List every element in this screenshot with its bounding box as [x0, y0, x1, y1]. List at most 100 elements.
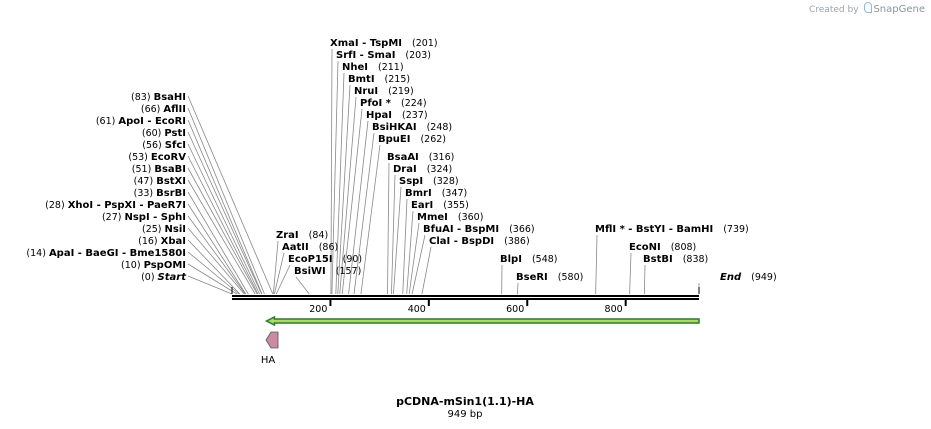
site-name[interactable]: SspI: [399, 176, 423, 187]
site-label[interactable]: HpaI (237): [366, 110, 428, 121]
site-name[interactable]: BsrBI: [156, 188, 186, 199]
site-name[interactable]: SrfI - SmaI: [336, 50, 395, 61]
site-label[interactable]: (51) BsaBI: [132, 164, 186, 175]
site-label[interactable]: BmtI (215): [348, 74, 410, 85]
site-name[interactable]: SfcI: [165, 140, 186, 151]
site-label[interactable]: AatII (86): [282, 242, 338, 253]
site-name[interactable]: EcoNI: [629, 242, 661, 253]
site-name[interactable]: NsiI: [165, 224, 186, 235]
site-label[interactable]: BlpI (548): [500, 254, 557, 265]
ha-feature-arrow[interactable]: [265, 331, 279, 349]
site-name[interactable]: BlpI: [500, 254, 522, 265]
site-label[interactable]: MflI * - BstYI - BamHI (739): [595, 224, 749, 235]
site-label[interactable]: (28) XhoI - PspXI - PaeR7I: [45, 200, 186, 211]
site-label[interactable]: (66) AflII: [141, 104, 186, 115]
site-label[interactable]: (33) BsrBI: [134, 188, 186, 199]
site-name[interactable]: PspOMI: [144, 260, 186, 271]
branding-name: SnapGene: [873, 4, 925, 15]
site-name[interactable]: ApoI - EcoRI: [118, 116, 186, 127]
site-connector: [187, 95, 274, 295]
site-name[interactable]: NspI - SphI: [124, 212, 186, 223]
site-label[interactable]: BfuAI - BspMI (366): [423, 224, 535, 235]
site-name[interactable]: NheI: [342, 62, 368, 73]
site-name[interactable]: XbaI: [161, 236, 186, 247]
site-position: (324): [427, 164, 453, 175]
site-name[interactable]: BmtI: [348, 74, 375, 85]
site-label[interactable]: NheI (211): [342, 62, 404, 73]
site-label[interactable]: (27) NspI - SphI: [102, 212, 186, 223]
site-name[interactable]: BstXI: [156, 176, 186, 187]
site-name[interactable]: MflI * - BstYI - BamHI: [595, 224, 713, 235]
site-label[interactable]: ZraI (84): [276, 230, 328, 241]
site-label[interactable]: (61) ApoI - EcoRI: [96, 116, 186, 127]
site-name[interactable]: XmaI - TspMI: [330, 38, 402, 49]
feature-ha[interactable]: HA: [261, 331, 279, 366]
site-label[interactable]: BsiWI (157): [294, 266, 361, 277]
site-name[interactable]: PfoI *: [360, 98, 392, 109]
site-name[interactable]: PstI: [164, 128, 186, 139]
site-name[interactable]: ZraI: [276, 230, 299, 241]
site-label[interactable]: ClaI - BspDI (386): [429, 236, 530, 247]
site-connector: [187, 239, 241, 295]
site-name[interactable]: NruI: [354, 86, 378, 97]
site-name[interactable]: EarI: [411, 200, 433, 211]
site-label[interactable]: PfoI * (224): [360, 98, 427, 109]
site-name[interactable]: BsaHI: [154, 92, 186, 103]
site-label[interactable]: (10) PspOMI: [121, 260, 186, 271]
site-label[interactable]: BstBI (838): [643, 254, 708, 265]
site-label[interactable]: (14) ApaI - BaeGI - Bme1580I: [26, 248, 186, 259]
site-position: (215): [385, 74, 411, 85]
site-name[interactable]: EcoP15I: [288, 254, 333, 265]
site-label[interactable]: (16) XbaI: [138, 236, 186, 247]
site-label[interactable]: MmeI (360): [417, 212, 483, 223]
site-name[interactable]: BstBI: [643, 254, 673, 265]
site-name[interactable]: BsaBI: [154, 164, 186, 175]
site-label[interactable]: EcoNI (808): [629, 242, 696, 253]
site-label[interactable]: (53) EcoRV: [128, 152, 186, 163]
site-name[interactable]: BsaAI: [387, 152, 419, 163]
site-label[interactable]: (56) SfcI: [142, 140, 186, 151]
site-label[interactable]: BpuEI (262): [378, 134, 446, 145]
orf-arrow-shape[interactable]: [264, 315, 700, 327]
site-name[interactable]: BseRI: [516, 272, 548, 283]
site-name[interactable]: End: [720, 272, 742, 283]
site-name[interactable]: BsiHKAI: [372, 122, 417, 133]
site-label[interactable]: (83) BsaHI: [131, 92, 186, 103]
site-label[interactable]: BmrI (347): [405, 188, 467, 199]
site-label[interactable]: (47) BstXI: [134, 176, 186, 187]
site-name[interactable]: XhoI - PspXI - PaeR7I: [68, 200, 186, 211]
site-name[interactable]: AatII: [282, 242, 309, 253]
site-name[interactable]: MmeI: [417, 212, 448, 223]
site-name[interactable]: HpaI: [366, 110, 392, 121]
site-name[interactable]: DraI: [393, 164, 417, 175]
site-name[interactable]: BfuAI - BspMI: [423, 224, 499, 235]
site-label[interactable]: SrfI - SmaI (203): [336, 50, 431, 61]
site-name[interactable]: BpuEI: [378, 134, 410, 145]
site-label[interactable]: BseRI (580): [516, 272, 583, 283]
site-label[interactable]: (25) NsiI: [142, 224, 186, 235]
site-label[interactable]: EarI (355): [411, 200, 469, 211]
orf-arrow[interactable]: [264, 315, 700, 327]
site-name[interactable]: ApaI - BaeGI - Bme1580I: [49, 248, 186, 259]
scale-tick-label: 200: [309, 304, 327, 315]
site-label[interactable]: (60) PstI: [142, 128, 186, 139]
site-label[interactable]: SspI (328): [399, 176, 459, 187]
site-label[interactable]: (0) Start: [141, 272, 187, 283]
site-label[interactable]: DraI (324): [393, 164, 452, 175]
site-label[interactable]: NruI (219): [354, 86, 414, 97]
site-name[interactable]: EcoRV: [151, 152, 186, 163]
site-name[interactable]: ClaI - BspDI: [429, 236, 494, 247]
site-label[interactable]: End (949): [720, 272, 777, 283]
site-connector: [387, 162, 390, 295]
site-connector: [402, 198, 408, 295]
site-connector: [335, 72, 345, 295]
site-label[interactable]: BsaAI (316): [387, 152, 454, 163]
site-label[interactable]: XmaI - TspMI (201): [330, 38, 438, 49]
site-label[interactable]: EcoP15I (90): [288, 254, 362, 265]
site-name[interactable]: BmrI: [405, 188, 432, 199]
site-label[interactable]: BsiHKAI (248): [372, 122, 452, 133]
site-name[interactable]: AflII: [163, 104, 186, 115]
site-name[interactable]: BsiWI: [294, 266, 326, 277]
site-name[interactable]: Start: [158, 272, 188, 283]
site-connector: [187, 107, 265, 295]
